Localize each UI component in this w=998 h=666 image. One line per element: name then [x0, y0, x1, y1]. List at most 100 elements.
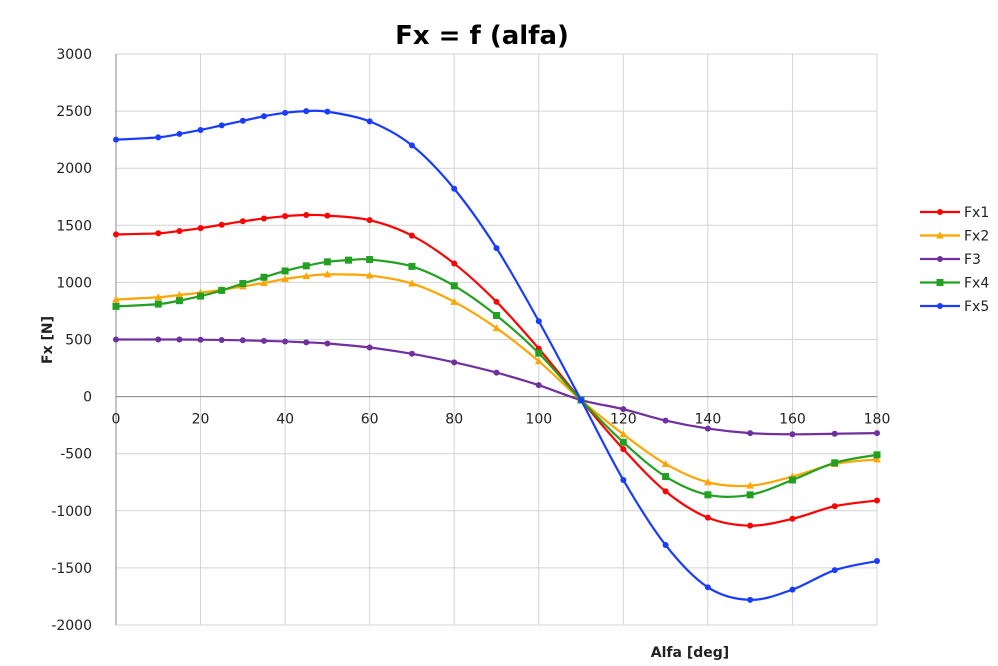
data-point-fx2 [661, 459, 670, 467]
data-point-fx1 [408, 232, 415, 239]
data-point-fx4 [408, 262, 416, 270]
data-point-f3 [113, 336, 119, 343]
data-point-fx4 [323, 258, 331, 266]
data-point-fx4 [831, 459, 839, 467]
y-tick-label: 1000 [56, 275, 92, 291]
legend-item-fx4: Fx4 [920, 276, 989, 292]
data-point-f3 [831, 430, 838, 437]
data-point-fx2 [704, 478, 712, 486]
legend-marker-f3 [937, 256, 943, 262]
data-point-fx4 [345, 256, 353, 264]
data-point-fx4 [704, 491, 712, 499]
data-point-f3 [620, 406, 627, 413]
y-tick-label: 0 [83, 390, 92, 406]
data-point-fx1 [451, 260, 458, 267]
data-point-fx1 [493, 298, 500, 305]
data-point-f3 [493, 369, 500, 376]
legend-item-fx1: Fx1 [920, 205, 989, 221]
data-point-f3 [303, 339, 310, 346]
data-point-f3 [408, 350, 415, 357]
data-point-fx4 [112, 302, 120, 310]
data-point-fx5 [831, 567, 838, 574]
data-point-fx4 [788, 476, 796, 484]
data-point-fx2 [323, 270, 332, 278]
data-point-fx5 [218, 122, 225, 129]
data-point-fx4 [873, 451, 881, 459]
data-point-fx4 [175, 297, 183, 305]
data-point-fx5 [535, 318, 542, 325]
data-point-fx1 [282, 213, 289, 220]
data-point-fx2 [746, 481, 754, 489]
data-point-fx1 [704, 514, 711, 521]
data-point-fx5 [451, 185, 458, 192]
data-point-fx4 [302, 262, 310, 270]
legend-label-fx5: Fx5 [964, 299, 989, 315]
data-point-f3 [451, 359, 458, 366]
y-tick-label: 1500 [56, 218, 92, 234]
data-point-fx4 [535, 349, 543, 357]
legend-marker-fx1 [937, 209, 943, 215]
legend-item-fx2: Fx2 [920, 229, 989, 245]
data-point-f3 [366, 344, 373, 351]
series-line-fx5 [115, 109, 878, 601]
x-tick-label: 160 [779, 412, 806, 428]
y-tick-label: 500 [65, 333, 92, 349]
data-point-fx1 [239, 218, 246, 225]
data-point-fx5 [578, 397, 585, 404]
data-point-fx2 [154, 293, 163, 301]
legend-marker-fx5 [937, 303, 943, 309]
data-point-f3 [197, 336, 204, 343]
x-tick-label: 120 [610, 412, 637, 428]
data-point-fx2 [492, 324, 501, 332]
y-tick-label: 2000 [56, 161, 92, 177]
data-point-f3 [747, 430, 754, 437]
data-point-f3 [324, 340, 331, 347]
series-f3 [113, 336, 880, 438]
data-point-fx5 [747, 596, 754, 603]
x-tick-label: 140 [695, 412, 722, 428]
chart-title: Fx = f (alfa) [395, 21, 569, 51]
y-axis-label: Fx [N] [40, 316, 56, 364]
data-point-f3 [239, 337, 246, 344]
data-point-f3 [704, 425, 711, 432]
data-point-fx4 [197, 292, 205, 300]
data-point-fx2 [450, 297, 459, 305]
data-point-fx5 [366, 118, 373, 125]
data-point-fx2 [408, 279, 416, 287]
data-point-f3 [218, 336, 225, 343]
data-point-f3 [282, 338, 289, 345]
series-line-f3 [116, 338, 878, 436]
x-tick-label: 40 [276, 412, 294, 428]
data-point-fx5 [408, 142, 415, 149]
data-point-f3 [662, 417, 669, 424]
legend: Fx1 Fx2 F3 Fx4 Fx5 [920, 205, 989, 315]
y-tick-label: 3000 [56, 47, 92, 63]
x-axis-label: Alfa [deg] [651, 645, 729, 661]
legend-item-f3: F3 [920, 252, 981, 268]
data-point-fx1 [831, 503, 838, 510]
data-point-fx2 [112, 295, 120, 303]
data-point-f3 [535, 382, 542, 389]
data-point-fx5 [704, 584, 711, 591]
data-point-f3 [789, 431, 796, 438]
data-point-f3 [260, 337, 267, 344]
data-point-fx1 [324, 212, 331, 219]
data-point-fx2 [281, 274, 289, 282]
series-layer [112, 108, 881, 603]
series-line-fx4 [115, 258, 878, 498]
legend-label-fx4: Fx4 [964, 276, 989, 292]
data-point-fx5 [493, 245, 500, 252]
legend-marker-fx4 [936, 279, 944, 286]
x-tick-label: 180 [864, 412, 891, 428]
y-tick-label: -1000 [51, 504, 92, 520]
data-point-fx4 [619, 438, 627, 446]
data-point-fx5 [620, 476, 627, 483]
legend-label-fx2: Fx2 [964, 229, 989, 245]
data-point-fx1 [789, 515, 796, 522]
x-tick-label: 80 [445, 412, 463, 428]
data-point-fx4 [662, 473, 670, 481]
data-point-fx5 [324, 108, 331, 115]
data-point-fx1 [662, 488, 669, 495]
data-point-fx1 [155, 230, 162, 237]
